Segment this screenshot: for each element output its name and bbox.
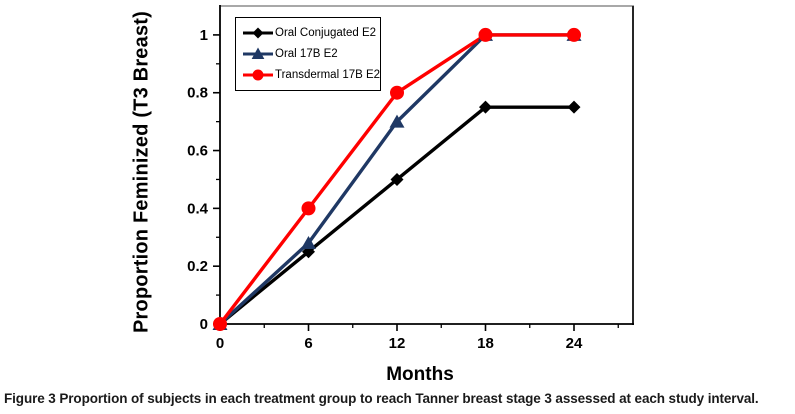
caption-label: Figure 3 (4, 391, 56, 406)
figure-caption: Figure 3 Proportion of subjects in each … (4, 391, 792, 406)
legend-label: Oral Conjugated E2 (275, 26, 377, 39)
svg-text:0.6: 0.6 (187, 143, 208, 160)
svg-text:0.8: 0.8 (187, 85, 208, 102)
legend-label: Oral 17B E2 (275, 47, 338, 60)
legend-item-oral-17b-e2: Oral 17B E2 (242, 43, 376, 64)
caption-text: Proportion of subjects in each treatment… (59, 391, 759, 406)
svg-text:0: 0 (200, 316, 208, 333)
y-axis-title: Proportion Feminized (T3 Breast) (130, 11, 153, 333)
x-axis-title: Months (386, 364, 454, 385)
svg-text:1: 1 (200, 27, 208, 44)
legend-item-oral-conjugated-e2: Oral Conjugated E2 (242, 22, 376, 43)
diamond-marker-icon (243, 26, 273, 39)
svg-text:0.2: 0.2 (187, 258, 208, 275)
svg-text:6: 6 (304, 335, 312, 352)
circle-marker-icon (243, 69, 273, 80)
triangle-marker-icon (243, 46, 273, 59)
svg-text:12: 12 (389, 335, 406, 352)
svg-text:24: 24 (566, 335, 583, 352)
svg-text:0.4: 0.4 (187, 200, 209, 217)
legend-item-transdermal-17b-e2: Transdermal 17B E2 (242, 64, 380, 85)
svg-text:18: 18 (477, 335, 494, 352)
chart-legend: Oral Conjugated E2 Oral 17B E2 Transderm… (235, 17, 381, 91)
legend-label: Transdermal 17B E2 (275, 68, 381, 81)
svg-text:0: 0 (216, 335, 224, 352)
